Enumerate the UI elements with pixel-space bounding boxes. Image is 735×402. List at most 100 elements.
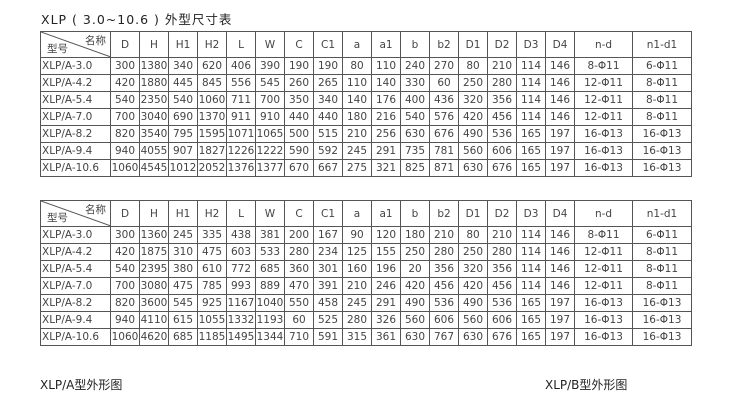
- value-cell: 845: [197, 74, 227, 92]
- value-cell: 60: [284, 311, 314, 329]
- value-cell: 140: [342, 91, 372, 109]
- value-cell: 545: [255, 74, 285, 92]
- value-cell: 160: [342, 260, 372, 278]
- value-cell: 114: [516, 74, 546, 92]
- value-cell: 291: [371, 294, 401, 312]
- column-header: b2: [429, 200, 459, 227]
- value-cell: 1380: [139, 57, 169, 75]
- value-cell: 545: [168, 294, 198, 312]
- value-cell: 391: [313, 277, 343, 295]
- table-row: XLP/A-7.0 700 3080 475 785 993 889 470 391 210 246…: [40, 277, 692, 295]
- corner-header: 名称 型号: [40, 31, 111, 58]
- value-cell: 16-Φ13: [632, 294, 692, 312]
- value-cell: 540: [110, 91, 140, 109]
- value-cell: 280: [429, 243, 459, 261]
- column-header: C: [284, 31, 314, 58]
- value-cell: 6-Φ11: [632, 57, 692, 75]
- value-cell: 785: [197, 277, 227, 295]
- value-cell: 560: [458, 142, 488, 160]
- model-cell: XLP/A-3.0: [40, 226, 111, 244]
- value-cell: 3540: [139, 125, 169, 143]
- value-cell: 1376: [226, 159, 256, 177]
- table-row: XLP/A-3.0 300 1360 245 335 438 381 200 167 90 120 1…: [40, 226, 692, 244]
- caption-xlp-a: XLP/A型外形图: [40, 378, 123, 392]
- value-cell: 320: [458, 260, 488, 278]
- value-cell: 475: [197, 243, 227, 261]
- model-cell: XLP/A-3.0: [40, 57, 111, 75]
- value-cell: 560: [400, 311, 430, 329]
- value-cell: 114: [516, 243, 546, 261]
- value-cell: 16-Φ13: [574, 142, 633, 160]
- column-header: L: [226, 31, 256, 58]
- value-cell: 8-Φ11: [632, 260, 692, 278]
- value-cell: 556: [226, 74, 256, 92]
- value-cell: 114: [516, 91, 546, 109]
- column-header: C: [284, 200, 314, 227]
- table-row: XLP/A-4.2 420 1875 310 475 603 533 280 234 125 155…: [40, 243, 692, 261]
- column-header: H2: [197, 200, 227, 227]
- value-cell: 676: [487, 328, 517, 346]
- value-cell: 265: [313, 74, 343, 92]
- table-row: XLP/A-9.4 940 4055 907 1827 1226 1222 590 592 245…: [40, 142, 692, 160]
- value-cell: 310: [168, 243, 198, 261]
- dimension-table-2: 名称 型号 D H H1 H2 L W C C1 a a1 b b2 D1 D2 D3 D4 n-d n1-d1 XLP…: [40, 200, 692, 346]
- value-cell: 1332: [226, 311, 256, 329]
- value-cell: 1060: [197, 91, 227, 109]
- model-cell: XLP/A-10.6: [40, 328, 111, 346]
- column-header: n1-d1: [632, 200, 692, 227]
- model-cell: XLP/A-9.4: [40, 311, 111, 329]
- value-cell: 240: [400, 57, 430, 75]
- model-cell: XLP/A-5.4: [40, 91, 111, 109]
- value-cell: 216: [371, 108, 401, 126]
- value-cell: 8-Φ11: [632, 74, 692, 92]
- value-cell: 340: [168, 57, 198, 75]
- value-cell: 210: [342, 125, 372, 143]
- value-cell: 197: [545, 142, 575, 160]
- value-cell: 1595: [197, 125, 227, 143]
- value-cell: 350: [284, 91, 314, 109]
- value-cell: 356: [429, 260, 459, 278]
- value-cell: 190: [284, 57, 314, 75]
- value-cell: 390: [255, 57, 285, 75]
- corner-model-label: 型号: [47, 212, 68, 224]
- value-cell: 4545: [139, 159, 169, 177]
- value-cell: 710: [284, 328, 314, 346]
- value-cell: 16-Φ13: [632, 159, 692, 177]
- value-cell: 1193: [255, 311, 285, 329]
- value-cell: 1060: [110, 328, 140, 346]
- value-cell: 320: [458, 91, 488, 109]
- value-cell: 250: [458, 243, 488, 261]
- value-cell: 4620: [139, 328, 169, 346]
- column-header: L: [226, 200, 256, 227]
- value-cell: 515: [313, 125, 343, 143]
- value-cell: 80: [458, 226, 488, 244]
- model-cell: XLP/A-8.2: [40, 294, 111, 312]
- column-header: W: [255, 200, 285, 227]
- value-cell: 8-Φ11: [632, 243, 692, 261]
- column-header: H2: [197, 31, 227, 58]
- column-header: n-d: [574, 200, 633, 227]
- column-header: a1: [371, 31, 401, 58]
- value-cell: 630: [458, 328, 488, 346]
- value-cell: 190: [313, 57, 343, 75]
- value-cell: 335: [197, 226, 227, 244]
- value-cell: 606: [487, 142, 517, 160]
- value-cell: 1875: [139, 243, 169, 261]
- model-cell: XLP/A-4.2: [40, 74, 111, 92]
- value-cell: 490: [458, 294, 488, 312]
- value-cell: 280: [487, 243, 517, 261]
- column-header: W: [255, 31, 285, 58]
- value-cell: 280: [342, 311, 372, 329]
- value-cell: 420: [110, 74, 140, 92]
- value-cell: 438: [226, 226, 256, 244]
- column-header: a: [342, 31, 372, 58]
- value-cell: 16-Φ13: [574, 125, 633, 143]
- value-cell: 180: [342, 108, 372, 126]
- value-cell: 210: [342, 277, 372, 295]
- value-cell: 16-Φ13: [632, 311, 692, 329]
- value-cell: 550: [284, 294, 314, 312]
- value-cell: 400: [400, 91, 430, 109]
- column-header: H: [139, 31, 169, 58]
- value-cell: 16-Φ13: [574, 328, 633, 346]
- value-cell: 1065: [255, 125, 285, 143]
